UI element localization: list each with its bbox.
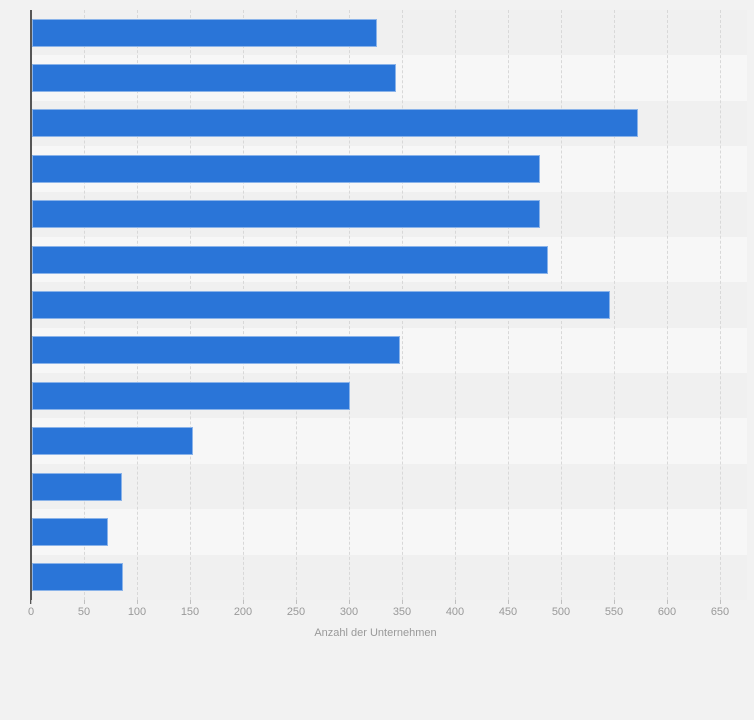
x-tick — [561, 600, 562, 604]
x-tick-label: 300 — [339, 606, 359, 618]
bar[interactable] — [32, 200, 540, 229]
bar[interactable] — [32, 563, 124, 592]
x-tick-label: 550 — [604, 606, 624, 618]
row-band — [31, 463, 747, 510]
bar[interactable] — [32, 427, 194, 456]
bar[interactable] — [32, 18, 377, 47]
x-tick-label: 350 — [392, 606, 412, 618]
x-tick — [508, 600, 509, 604]
gridline — [667, 10, 668, 600]
x-tick-label: 150 — [180, 606, 200, 618]
bar[interactable] — [32, 336, 400, 365]
row-band — [31, 554, 747, 600]
plot-area: 0 50 100 150 200 250 300 350 400 450 500 550 600 650 — [27, 10, 747, 618]
x-tick-label: 600 — [657, 606, 677, 618]
x-tick-label: 250 — [286, 606, 306, 618]
bar[interactable] — [32, 291, 610, 319]
bar[interactable] — [32, 472, 123, 501]
x-tick — [84, 600, 85, 604]
x-tick — [349, 600, 350, 604]
x-tick — [720, 600, 721, 604]
x-tick-label: 650 — [710, 606, 730, 618]
x-tick-label: 0 — [27, 606, 35, 618]
bar[interactable] — [32, 154, 540, 183]
x-tick-label: 400 — [445, 606, 465, 618]
x-tick-label: 50 — [77, 606, 91, 618]
x-tick — [190, 600, 191, 604]
x-tick-label: 450 — [498, 606, 518, 618]
row-band — [31, 509, 747, 555]
gridline — [720, 10, 721, 600]
x-tick-label: 100 — [127, 606, 147, 618]
bar[interactable] — [32, 381, 350, 410]
bar[interactable] — [32, 245, 549, 274]
y-axis-line — [30, 10, 32, 604]
x-tick-label: 500 — [551, 606, 571, 618]
x-tick — [296, 600, 297, 604]
bar-chart: 0 50 100 150 200 250 300 350 400 450 500 550 600 650 … — [27, 10, 747, 639]
x-tick — [31, 600, 32, 604]
x-tick-label: 200 — [233, 606, 253, 618]
x-tick — [667, 600, 668, 604]
x-tick — [402, 600, 403, 604]
gridline — [614, 10, 615, 600]
x-axis-title: Anzahl der Unternehmen — [314, 627, 437, 639]
x-tick — [614, 600, 615, 604]
bar[interactable] — [32, 64, 396, 93]
bar[interactable] — [32, 517, 109, 546]
x-tick — [137, 600, 138, 604]
x-tick — [455, 600, 456, 604]
x-tick — [243, 600, 244, 604]
bar[interactable] — [32, 109, 639, 138]
